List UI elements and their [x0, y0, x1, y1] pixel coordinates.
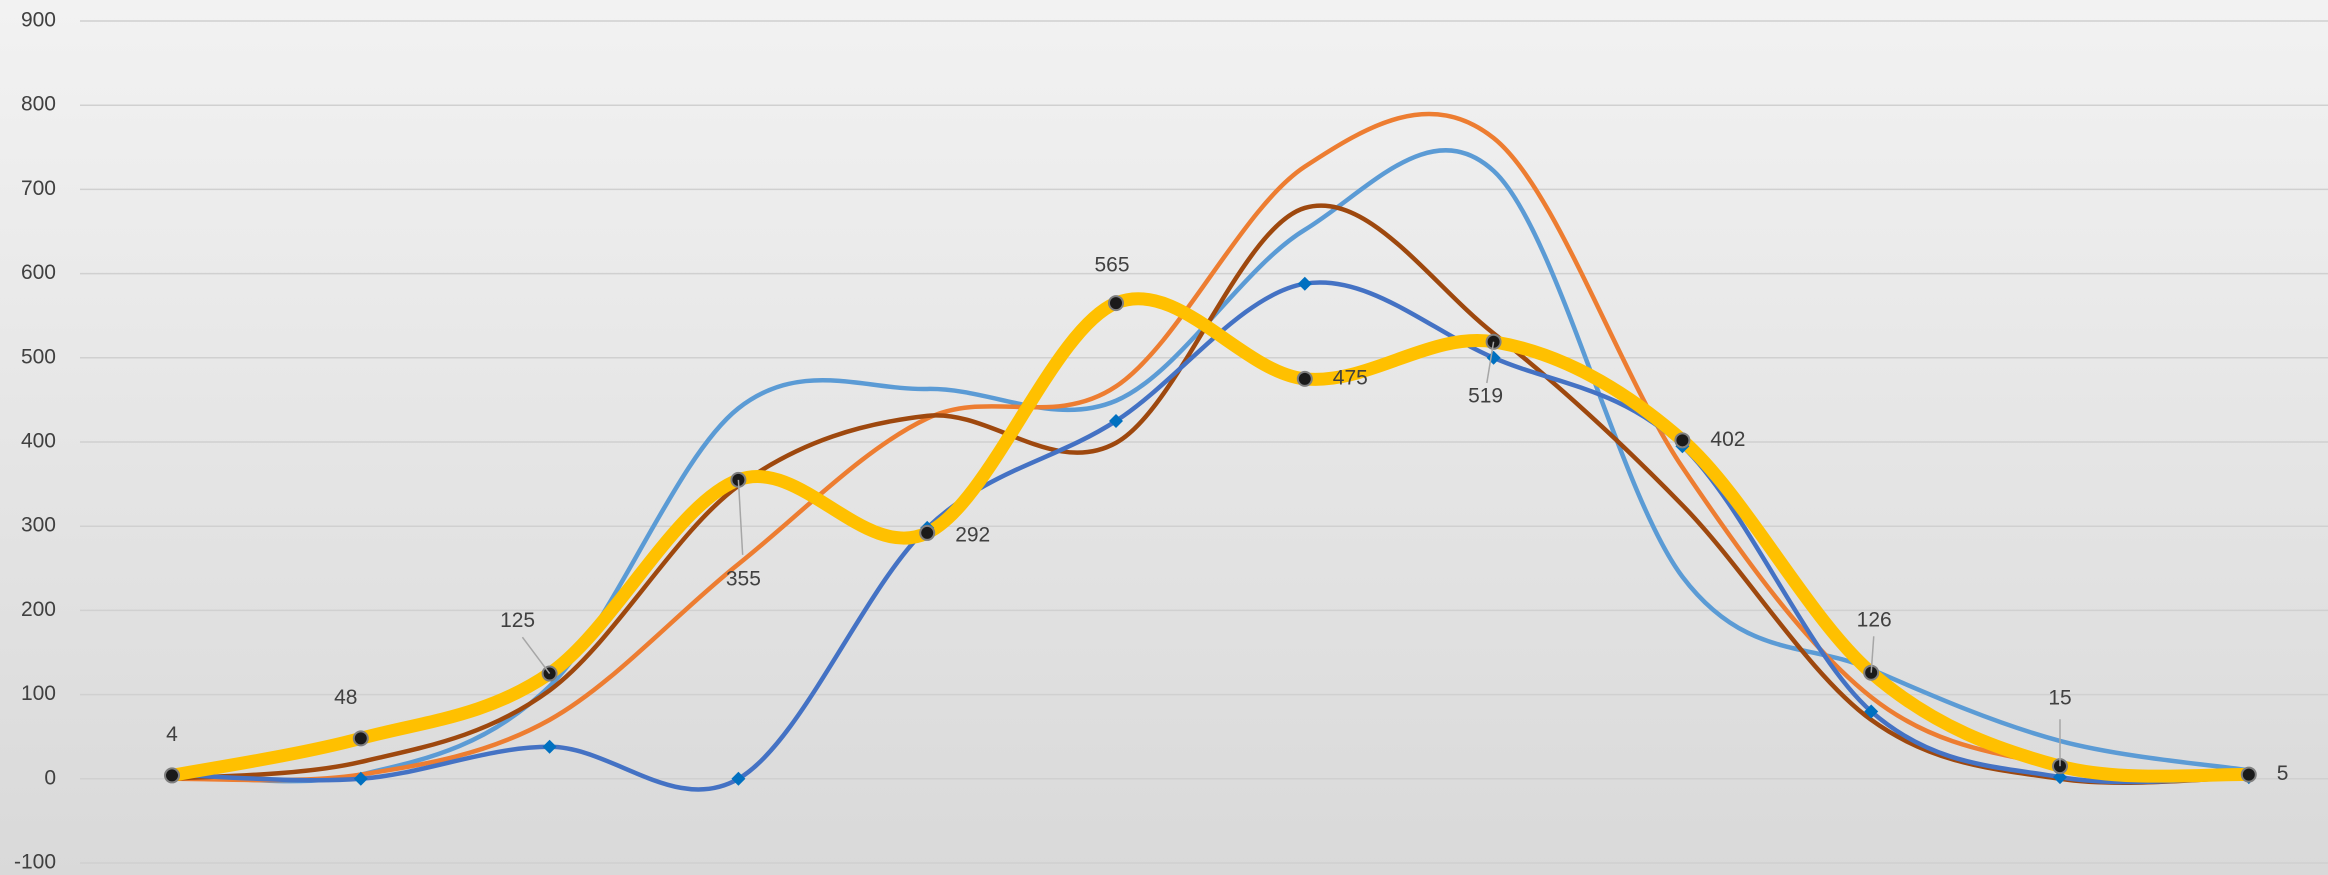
data-label: 402 — [1710, 428, 1745, 451]
diamond-marker — [542, 739, 557, 754]
data-label: 125 — [500, 609, 535, 632]
diamond-marker — [2053, 770, 2067, 785]
series-line — [169, 111, 2252, 783]
y-tick-label: 800 — [21, 93, 56, 116]
leader-line — [1486, 341, 1495, 384]
circle-marker — [1674, 432, 1691, 449]
diamond-marker — [1297, 276, 1312, 291]
leader-line — [737, 479, 744, 555]
y-tick-label: 700 — [21, 177, 56, 200]
circle-marker — [352, 730, 369, 747]
data-label: 48 — [334, 686, 357, 709]
data-label: 565 — [1094, 254, 1129, 277]
data-label: 5 — [2277, 762, 2289, 785]
data-label: 126 — [1857, 608, 1892, 631]
diamond-marker — [731, 771, 746, 786]
circle-marker — [1108, 295, 1124, 312]
circle-marker — [1296, 370, 1313, 387]
data-label: 475 — [1333, 366, 1368, 389]
series-line — [169, 203, 2252, 785]
leader-line — [521, 636, 551, 674]
y-tick-label: 0 — [44, 766, 56, 789]
y-tick-label: 200 — [21, 598, 56, 621]
leader-line — [1870, 636, 1875, 673]
circle-marker — [919, 524, 936, 541]
circle-marker — [2240, 766, 2257, 783]
y-tick-label: 300 — [21, 514, 56, 537]
y-tick-label: 600 — [21, 261, 56, 284]
circle-marker — [164, 767, 180, 784]
diamond-marker — [1109, 413, 1123, 428]
y-tick-label: 500 — [21, 345, 56, 368]
y-tick-label: 100 — [21, 682, 56, 705]
y-tick-label: 900 — [21, 9, 56, 32]
data-label: 4 — [166, 723, 178, 746]
diamond-marker — [353, 771, 368, 786]
data-label: 355 — [726, 567, 761, 590]
y-tick-label: 400 — [21, 430, 56, 453]
y-tick-label: -100 — [14, 851, 56, 874]
data-label: 15 — [2048, 687, 2071, 710]
diamond-marker — [1864, 704, 1879, 719]
data-label: 519 — [1468, 384, 1503, 407]
data-label: 292 — [955, 523, 990, 546]
